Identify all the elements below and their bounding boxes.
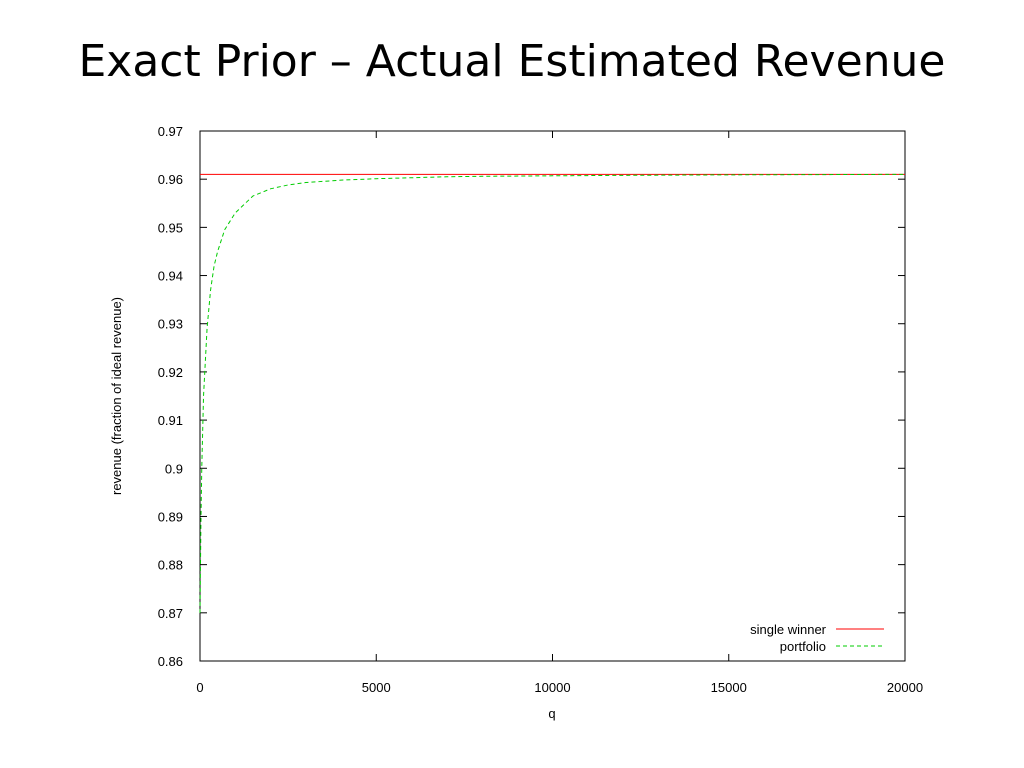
series-layer bbox=[199, 173, 906, 613]
x-tick-label: 20000 bbox=[887, 680, 923, 695]
x-axis-label: q bbox=[548, 706, 555, 721]
y-tick-label: 0.94 bbox=[158, 269, 183, 284]
y-tick-label: 0.88 bbox=[158, 558, 183, 573]
legend: single winner portfolio bbox=[750, 622, 884, 654]
y-tick-label: 0.86 bbox=[158, 654, 183, 669]
x-tick-label: 15000 bbox=[711, 680, 747, 695]
y-tick-label: 0.87 bbox=[158, 606, 183, 621]
y-axis-label: revenue (fraction of ideal revenue) bbox=[109, 297, 124, 495]
y-tick-label: 0.9 bbox=[165, 461, 183, 476]
y-tick-label: 0.91 bbox=[158, 413, 183, 428]
y-axis: 0.86 0.87 0.88 0.89 0.9 0.91 0.92 0.93 0.94 0.95 0… bbox=[158, 124, 905, 669]
legend-label-portfolio: portfolio bbox=[780, 639, 826, 654]
y-tick-label: 0.96 bbox=[158, 172, 183, 187]
series-line-portfolio bbox=[199, 173, 906, 613]
y-tick-label: 0.97 bbox=[158, 124, 183, 139]
x-tick-label: 10000 bbox=[534, 680, 570, 695]
x-tick-label: 0 bbox=[196, 680, 203, 695]
x-axis: 0 5000 10000 15000 20000 bbox=[196, 131, 923, 695]
plot-frame bbox=[199, 130, 906, 662]
slide-title: Exact Prior – Actual Estimated Revenue bbox=[78, 36, 946, 87]
y-tick-label: 0.93 bbox=[158, 317, 183, 332]
legend-label-single-winner: single winner bbox=[750, 622, 827, 637]
x-tick-label: 5000 bbox=[362, 680, 391, 695]
y-tick-label: 0.95 bbox=[158, 220, 183, 235]
y-tick-label: 0.92 bbox=[158, 365, 183, 380]
y-tick-label: 0.89 bbox=[158, 509, 183, 524]
